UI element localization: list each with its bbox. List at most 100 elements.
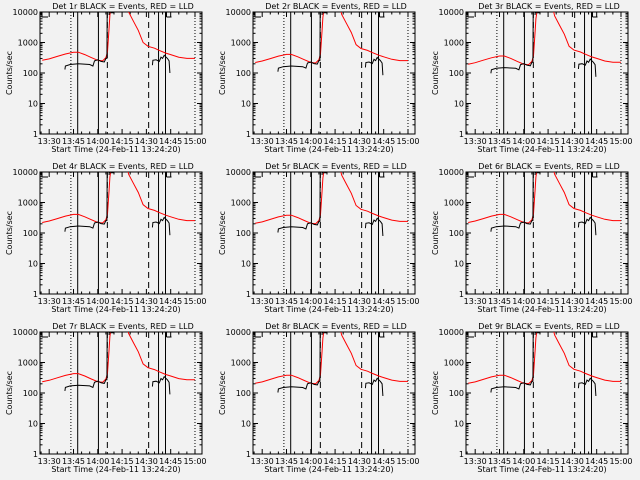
y-tick-label: 10000 [13,328,38,337]
x-tick-label: 14:30 [348,297,371,306]
event-rate-line [534,172,541,175]
plot-frame [252,11,416,135]
panel-det-6: Det 6r BLACK = Events, RED = LLD 1 10 100 10… [431,162,633,314]
y-tick-label: 10 [28,420,38,429]
x-tick-label: 14:30 [561,137,584,146]
y-tick-label: 1000 [444,199,464,208]
panel-title: Det 9r BLACK = Events, RED = LLD [478,322,620,331]
plot-frame [465,11,629,135]
x-tick-label: 14:30 [135,457,158,466]
lld-rate-line [42,172,195,224]
plot-area [41,172,196,294]
lld-rate-line [255,12,408,64]
panel-det-9: Det 9r BLACK = Events, RED = LLD 1 10 100 10… [431,322,633,474]
panel-det-7: Det 7r BLACK = Events, RED = LLD 1 10 100 10… [5,322,207,474]
interval-bracket [379,12,385,18]
plot-area [41,12,196,134]
x-tick-label: 14:30 [348,457,371,466]
x-tick-label: 13:30 [464,137,487,146]
panel-title: Det 4r BLACK = Events, RED = LLD [52,162,194,171]
y-tick-label: 1 [246,130,251,139]
x-tick-label: 13:45 [488,457,511,466]
interval-bracket [592,12,598,18]
plot-frame [39,171,203,295]
event-rate-line [534,332,541,335]
x-tick-label: 14:00 [512,137,535,146]
y-tick-label: 100 [23,389,38,398]
lld-rate-line [468,12,621,66]
x-tick-label: 15:00 [396,457,419,466]
x-tick-label: 14:15 [537,457,560,466]
event-rate-line [364,217,384,237]
y-tick-label: 100 [23,69,38,78]
x-tick-label: 15:00 [183,137,206,146]
panel-det-3: Det 3r BLACK = Events, RED = LLD 1 10 100 10… [431,2,633,154]
event-rate-line [64,12,108,70]
interval-bracket [41,332,48,338]
y-tick-label: 10 [28,100,38,109]
x-tick-label: 14:30 [348,137,371,146]
y-tick-label: 1000 [18,199,38,208]
event-rate-line [490,12,534,74]
y-tick-label: 1 [459,450,464,459]
y-tick-label: 1000 [231,359,251,368]
y-tick-label: 10000 [13,168,38,177]
y-axis-label: Counts/sec [431,371,440,415]
x-tick-label: 14:30 [561,457,584,466]
panel-title: Det 1r BLACK = Events, RED = LLD [52,2,194,11]
x-tick-label: 15:00 [609,297,632,306]
x-tick-label: 14:45 [585,137,608,146]
y-axis-label: Counts/sec [431,211,440,255]
x-tick-label: 14:30 [135,297,158,306]
interval-bracket [379,332,385,338]
y-tick-label: 1000 [18,39,38,48]
x-tick-label: 13:45 [275,137,298,146]
event-rate-line [577,216,597,236]
x-tick-label: 13:45 [62,297,85,306]
x-tick-label: 13:45 [488,137,511,146]
event-rate-line [321,172,328,175]
panel-title: Det 8r BLACK = Events, RED = LLD [265,322,407,331]
x-axis-label: Start Time (24-Feb-11 13:24:20) [477,145,606,154]
plot-frame [252,171,416,295]
interval-bracket [41,12,48,18]
y-tick-label: 100 [236,229,251,238]
plot-area [254,172,409,294]
x-tick-label: 14:15 [111,137,134,146]
x-tick-label: 13:30 [464,297,487,306]
x-tick-label: 14:00 [86,137,109,146]
x-tick-label: 13:30 [38,137,61,146]
x-tick-label: 14:00 [299,297,322,306]
event-rate-line [64,172,108,232]
interval-bracket [254,172,261,178]
y-tick-label: 1 [459,130,464,139]
x-tick-label: 14:30 [135,137,158,146]
plot-area [254,12,409,134]
y-tick-label: 1000 [444,39,464,48]
x-tick-label: 14:45 [372,137,395,146]
y-tick-label: 1 [33,450,38,459]
plot-frame [465,331,629,455]
x-tick-label: 14:45 [372,297,395,306]
y-tick-label: 1 [33,290,38,299]
event-rate-line [490,172,534,232]
panel-title: Det 3r BLACK = Events, RED = LLD [478,2,620,11]
interval-bracket [166,12,172,18]
panel-det-4: Det 4r BLACK = Events, RED = LLD 1 10 100 10… [5,162,207,314]
y-axis-label: Counts/sec [218,51,227,95]
panel-title: Det 5r BLACK = Events, RED = LLD [265,162,407,171]
x-axis-label: Start Time (24-Feb-11 13:24:20) [264,305,393,314]
y-tick-label: 10000 [226,8,251,17]
plot-frame [252,331,416,455]
x-tick-label: 15:00 [183,457,206,466]
event-rate-line [577,377,597,397]
x-tick-label: 14:15 [324,297,347,306]
event-rate-line [534,12,541,15]
x-tick-label: 13:45 [488,297,511,306]
x-tick-label: 14:45 [159,457,182,466]
event-rate-line [277,172,321,233]
plot-frame [39,11,203,135]
y-axis-label: Counts/sec [218,371,227,415]
